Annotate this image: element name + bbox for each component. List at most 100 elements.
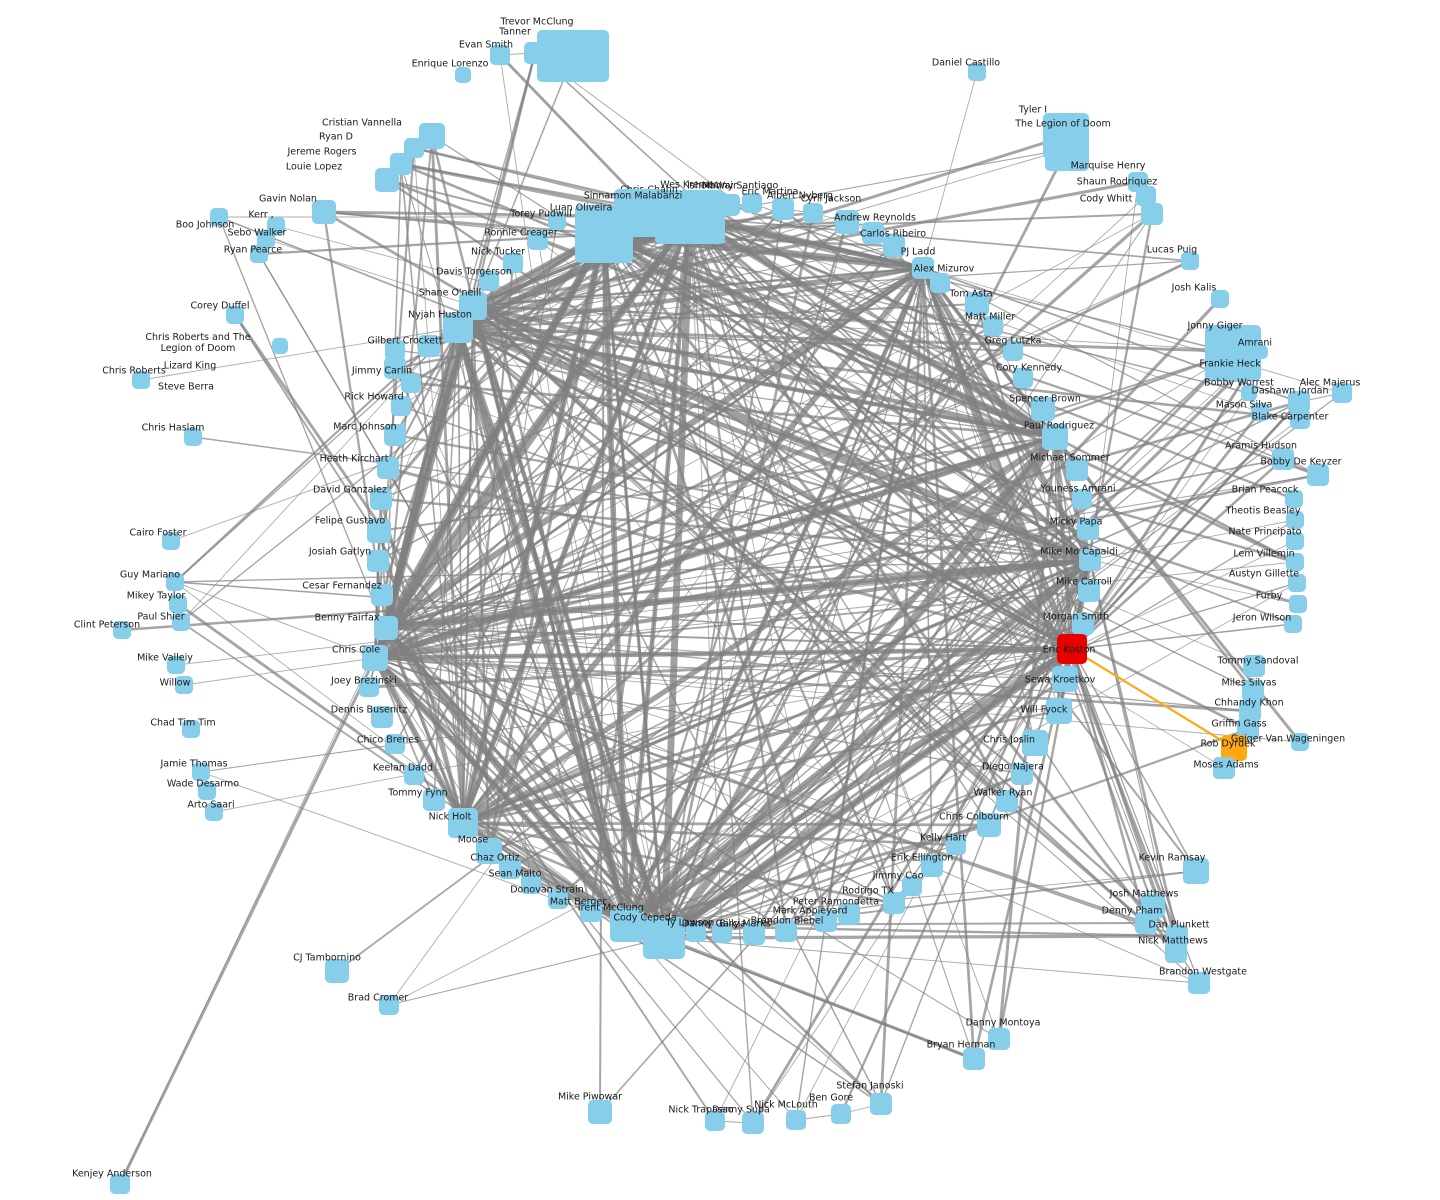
graph-node[interactable] [198, 782, 216, 800]
graph-node[interactable] [377, 457, 399, 479]
graph-node[interactable] [1077, 518, 1099, 540]
graph-node[interactable] [113, 621, 131, 639]
graph-node[interactable] [503, 253, 523, 273]
graph-node[interactable] [374, 616, 398, 640]
graph-node[interactable] [1286, 553, 1304, 571]
graph-node[interactable] [1251, 403, 1269, 421]
graph-node[interactable] [1286, 532, 1304, 550]
graph-node[interactable] [205, 803, 223, 821]
graph-node[interactable] [1079, 549, 1101, 571]
graph-node[interactable] [705, 1111, 725, 1131]
graph-node[interactable] [184, 428, 202, 446]
graph-node[interactable] [479, 271, 499, 291]
graph-node[interactable] [1066, 459, 1088, 481]
graph-node[interactable] [404, 765, 424, 785]
graph-node[interactable] [1052, 666, 1078, 692]
graph-node[interactable] [921, 855, 943, 877]
graph-node[interactable] [257, 230, 275, 248]
graph-node[interactable] [401, 373, 421, 393]
graph-node[interactable] [548, 212, 566, 230]
graph-node[interactable] [1135, 912, 1157, 934]
graph-node[interactable] [167, 656, 185, 674]
graph-node[interactable] [1289, 595, 1307, 613]
graph-node[interactable] [1046, 698, 1072, 724]
graph-node[interactable] [1211, 290, 1229, 308]
graph-node[interactable] [883, 235, 905, 257]
graph-node[interactable] [1072, 489, 1092, 509]
graph-node[interactable] [384, 357, 406, 379]
graph-node[interactable] [362, 645, 388, 671]
graph-node[interactable] [423, 789, 445, 811]
graph-node[interactable] [1290, 409, 1310, 429]
graph-node[interactable] [524, 42, 546, 64]
graph-node[interactable] [175, 676, 193, 694]
graph-node[interactable] [132, 371, 150, 389]
graph-node[interactable] [528, 230, 548, 250]
graph-node[interactable] [786, 1110, 806, 1130]
graph-node[interactable] [1165, 941, 1187, 963]
graph-node[interactable] [965, 292, 989, 316]
graph-node[interactable] [1057, 634, 1087, 664]
graph-node[interactable] [1181, 252, 1199, 270]
graph-node[interactable] [384, 424, 406, 446]
graph-node[interactable] [476, 838, 502, 864]
graph-node[interactable] [448, 808, 478, 838]
graph-node[interactable] [610, 908, 644, 942]
graph-node[interactable] [418, 335, 440, 357]
graph-node[interactable] [1288, 574, 1306, 592]
graph-node[interactable] [1272, 448, 1294, 470]
graph-node[interactable] [1291, 733, 1309, 751]
graph-node[interactable] [370, 488, 392, 510]
graph-node[interactable] [367, 519, 391, 543]
graph-node[interactable] [1286, 511, 1304, 529]
graph-node[interactable] [580, 900, 602, 922]
graph-node[interactable] [375, 168, 399, 192]
graph-node[interactable] [272, 338, 288, 354]
graph-node[interactable] [1141, 203, 1163, 225]
graph-node[interactable] [1213, 757, 1235, 779]
graph-node[interactable] [655, 190, 725, 244]
graph-node[interactable] [1241, 385, 1257, 401]
graph-node[interactable] [379, 995, 399, 1015]
graph-node[interactable] [1011, 763, 1033, 785]
graph-node[interactable] [775, 920, 797, 942]
graph-node[interactable] [815, 910, 837, 932]
graph-node[interactable] [1227, 366, 1243, 382]
graph-node[interactable] [1136, 186, 1156, 206]
graph-node[interactable] [1254, 345, 1268, 359]
graph-node[interactable] [883, 892, 905, 914]
graph-node[interactable] [325, 959, 349, 983]
graph-node[interactable] [996, 790, 1018, 812]
graph-node[interactable] [1022, 730, 1048, 756]
graph-node[interactable] [977, 813, 1001, 837]
graph-node[interactable] [988, 1028, 1010, 1050]
graph-node[interactable] [371, 584, 393, 606]
graph-node[interactable] [742, 1112, 764, 1134]
graph-node[interactable] [968, 63, 986, 81]
graph-node[interactable] [643, 917, 685, 959]
graph-node[interactable] [1188, 972, 1210, 994]
graph-node[interactable] [983, 316, 1003, 336]
graph-node[interactable] [166, 573, 184, 591]
graph-node[interactable] [312, 200, 336, 224]
graph-node[interactable] [803, 203, 823, 223]
graph-node[interactable] [1013, 368, 1033, 388]
graph-node[interactable] [172, 613, 190, 631]
graph-node[interactable] [575, 205, 633, 263]
graph-node[interactable] [521, 874, 541, 894]
graph-node[interactable] [838, 903, 860, 925]
graph-node[interactable] [1042, 424, 1068, 450]
graph-node[interactable] [385, 340, 405, 360]
graph-node[interactable] [831, 1104, 851, 1124]
graph-node[interactable] [1288, 391, 1310, 413]
graph-node[interactable] [182, 720, 200, 738]
graph-node[interactable] [1285, 490, 1303, 508]
graph-node[interactable] [210, 208, 228, 226]
graph-node[interactable] [192, 763, 210, 781]
graph-node[interactable] [870, 1093, 892, 1115]
graph-node[interactable] [835, 210, 859, 234]
graph-node[interactable] [226, 306, 244, 324]
graph-node[interactable] [162, 532, 180, 550]
graph-node[interactable] [548, 889, 568, 909]
